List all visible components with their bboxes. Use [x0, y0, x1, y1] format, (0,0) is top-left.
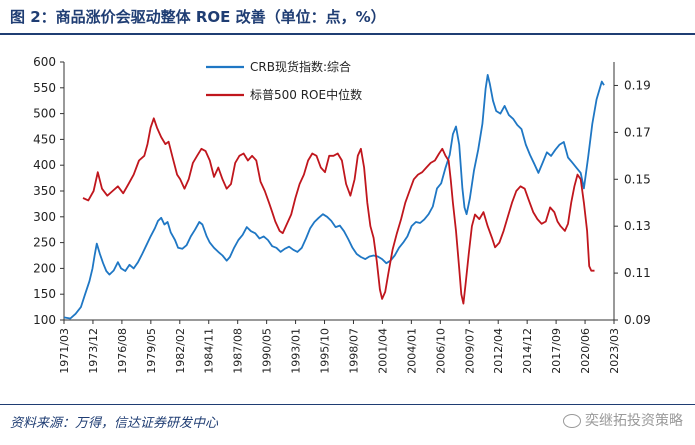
x-tick-label: 1987/08 [232, 328, 245, 374]
x-tick-label: 2012/04 [492, 328, 505, 374]
left-tick-label: 450 [33, 132, 56, 146]
left-tick-label: 150 [33, 287, 56, 301]
left-tick-label: 500 [33, 107, 56, 121]
watermark: 奕继拓投资策略 [563, 410, 683, 430]
crb-index-line [63, 74, 605, 320]
title-rule [0, 33, 695, 35]
x-tick-label: 2001/04 [376, 328, 389, 374]
watermark-text: 奕继拓投资策略 [585, 413, 683, 429]
x-tick-label: 2004/01 [405, 328, 418, 374]
x-tick-label: 1973/12 [87, 328, 100, 374]
left-tick-label: 250 [33, 236, 56, 250]
x-tick-label: 1976/08 [116, 328, 129, 374]
legend-label: 标普500 ROE中位数 [250, 87, 362, 102]
bottom-rule [0, 404, 695, 405]
right-tick-label: 0.11 [624, 266, 651, 280]
right-tick-label: 0.09 [624, 313, 651, 327]
x-tick-label: 2023/03 [608, 328, 621, 374]
sp500-roe-line [82, 117, 595, 305]
left-axis-ticks: 100 150 200 250 300 350 400 450 500 550 600 [33, 55, 64, 327]
x-tick-label: 2014/12 [521, 328, 534, 374]
x-tick-label: 2017/09 [550, 328, 563, 374]
x-tick-label: 2006/10 [434, 328, 447, 374]
x-tick-label: 2020/06 [579, 328, 592, 374]
right-axis-ticks: 0.09 0.11 0.13 0.15 0.17 0.19 [614, 78, 651, 327]
x-tick-label: 1971/03 [58, 328, 71, 374]
x-tick-label: 1979/05 [145, 328, 158, 374]
x-tick-label: 1984/11 [203, 328, 216, 374]
left-tick-label: 200 [33, 261, 56, 275]
x-tick-label: 1990/05 [261, 328, 274, 374]
right-tick-label: 0.13 [624, 219, 651, 233]
x-tick-label: 1995/10 [319, 328, 332, 374]
left-tick-label: 300 [33, 210, 56, 224]
x-tick-label: 1998/07 [347, 328, 360, 374]
right-tick-label: 0.19 [624, 78, 651, 92]
series-layer [63, 74, 605, 320]
left-tick-label: 550 [33, 81, 56, 95]
x-axis-ticks: 1971/03 1973/12 1976/08 1979/05 1982/02 1984/… [58, 320, 621, 374]
figure-title: 图 2：商品涨价会驱动整体 ROE 改善（单位：点，%） [10, 8, 386, 26]
left-tick-label: 400 [33, 158, 56, 172]
source-note: 资料来源：万得，信达证券研发中心 [10, 416, 219, 431]
left-tick-label: 600 [33, 55, 56, 69]
x-tick-label: 1993/01 [290, 328, 303, 374]
left-tick-label: 350 [33, 184, 56, 198]
x-tick-label: 1982/02 [174, 328, 187, 374]
left-tick-label: 100 [33, 313, 56, 327]
wechat-icon [563, 414, 581, 428]
right-tick-label: 0.15 [624, 172, 651, 186]
x-tick-label: 2009/07 [463, 328, 476, 374]
right-tick-label: 0.17 [624, 125, 651, 139]
legend-label: CRB现货指数:综合 [250, 59, 351, 74]
